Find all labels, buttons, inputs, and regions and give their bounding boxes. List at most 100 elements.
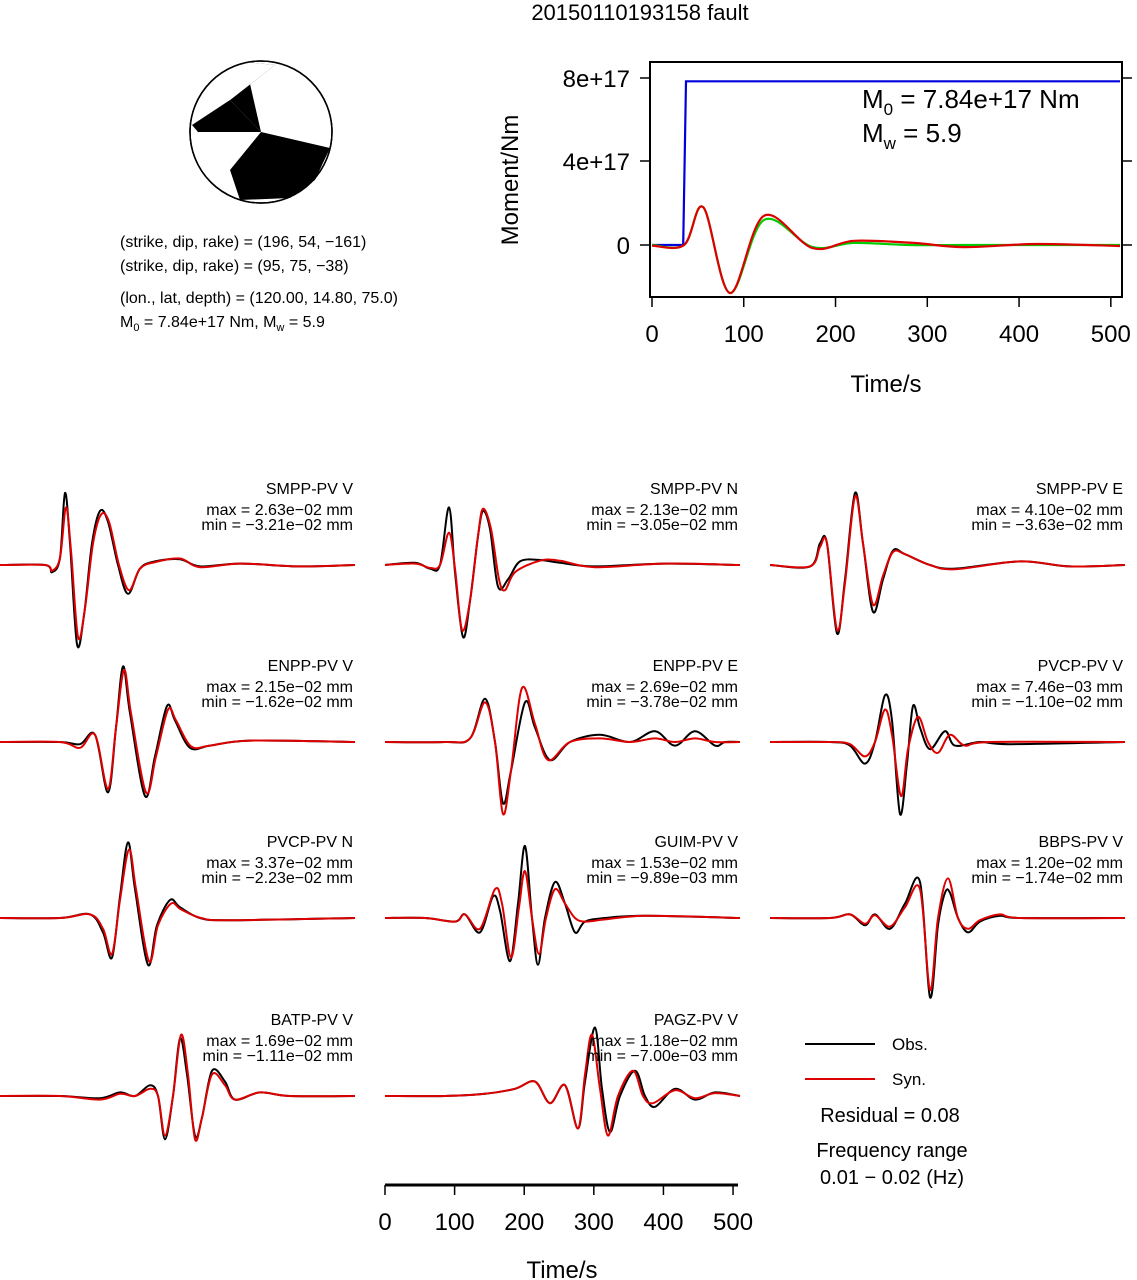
bottom-xtick-label: 300 [574,1209,614,1236]
max-amplitude-label: max = 2.63e−02 mm [206,502,353,519]
min-amplitude-label: min = −2.23e−02 mm [201,870,353,887]
moment-mw-value: 5.9 [926,118,962,148]
synthetic-trace [0,506,356,641]
moment-series-group [651,80,1121,295]
max-amplitude-label: max = 3.37e−02 mm [206,855,353,872]
bottom-xticks: 0 100 200 300 400 500 [378,1185,753,1236]
min-amplitude-label: min = −9.89e−03 mm [586,870,738,887]
min-amplitude-label: min = −1.11e−02 mm [203,1048,353,1065]
mechanism-line2: (strike, dip, rake) = (95, 75, −38) [120,258,349,275]
mechanism-line4: M0 = 7.84e+17 Nm, Mw = 5.9 [120,314,325,334]
station-label: PVCP-PV V [1038,658,1124,675]
bottom-xlabel: Time/s [526,1257,597,1280]
moment-function-line [652,80,1120,247]
station-label: PAGZ-PV V [654,1012,738,1029]
synthetic-trace [0,668,356,795]
legend-freq-range: 0.01 − 0.02 (Hz) [820,1167,964,1189]
moment-m0-value: 7.84e+17 Nm [923,84,1080,114]
station-label: GUIM-PV V [654,834,738,851]
bottom-xtick-label: 400 [643,1209,683,1236]
station-label: BATP-PV V [271,1012,354,1029]
moment-xlabel: Time/s [850,371,921,398]
max-amplitude-label: max = 1.20e−02 mm [976,855,1123,872]
station-label: PVCP-PV N [267,834,353,851]
station-label: SMPP-PV N [650,481,738,498]
synthetic-trace [384,507,741,632]
max-amplitude-label: max = 1.18e−02 mm [591,1033,738,1050]
moment-ytick-3: 0 [617,233,630,260]
max-amplitude-label: max = 4.10e−02 mm [976,502,1123,519]
max-amplitude-label: max = 1.69e−02 mm [206,1033,353,1050]
min-amplitude-label: min = −3.78e−02 mm [586,694,738,711]
figure-title: 20150110193158 fault [531,0,748,25]
synthetic-trace [384,685,741,816]
synthetic-trace [0,848,356,963]
moment-ylabel: Moment/Nm [497,115,524,246]
max-amplitude-label: max = 1.53e−02 mm [591,855,738,872]
synthetic-trace [769,877,1126,992]
bottom-xtick-label: 200 [504,1209,544,1236]
bottom-xtick-label: 500 [713,1209,753,1236]
moment-m0-annotation: M0 = 7.84e+17 Nm [862,84,1080,119]
moment-xtick-label: 500 [1091,321,1131,348]
synthetic-trace [769,708,1126,798]
moment-xtick-label: 200 [816,321,856,348]
bottom-time-axis: 0 100 200 300 400 500 Time/s [378,1183,753,1280]
bottom-xtick-label: 100 [435,1209,475,1236]
legend-syn-label: Syn. [892,1070,926,1089]
station-label: BBPS-PV V [1039,834,1124,851]
moment-xtick-label: 100 [724,321,764,348]
min-amplitude-label: min = −3.21e−02 mm [201,517,353,534]
station-label: SMPP-PV V [266,481,353,498]
max-amplitude-label: max = 2.13e−02 mm [591,502,738,519]
observed-trace [384,697,741,805]
moment-xtick-label: 400 [999,321,1039,348]
mechanism-line1: (strike, dip, rake) = (196, 54, −161) [120,234,366,251]
min-amplitude-label: min = −3.05e−02 mm [586,517,738,534]
station-label: ENPP-PV E [653,658,738,675]
moment-mw-annotation: Mw = 5.9 [862,118,962,153]
station-label: SMPP-PV E [1036,481,1123,498]
observed-trace [769,693,1126,816]
moment-ytick-2: 4e+17 [563,149,630,176]
mechanism-line3: (lon., lat, depth) = (120.00, 14.80, 75.… [120,290,398,307]
max-amplitude-label: max = 7.46e−03 mm [976,679,1123,696]
synthetic-trace [384,1033,741,1137]
mech-m0-value: 7.84e+17 Nm [158,314,255,331]
min-amplitude-label: min = −7.00e−03 mm [586,1048,738,1065]
max-amplitude-label: max = 2.15e−02 mm [206,679,353,696]
station-label: ENPP-PV V [268,658,354,675]
moment-xtick-label: 0 [645,321,658,348]
legend-obs-label: Obs. [892,1035,928,1054]
synthetic-trace [0,1033,356,1142]
moment-xtick-label: 300 [907,321,947,348]
synthetic-trace [384,870,741,959]
min-amplitude-label: min = −1.74e−02 mm [971,870,1123,887]
min-amplitude-label: min = −3.63e−02 mm [971,517,1123,534]
moment-ytick-1: 8e+17 [563,66,630,93]
focal-mechanism-beachball [189,60,333,204]
bottom-xtick-label: 0 [378,1209,391,1236]
min-amplitude-label: min = −1.62e−02 mm [201,694,353,711]
min-amplitude-label: min = −1.10e−02 mm [971,694,1123,711]
max-amplitude-label: max = 2.69e−02 mm [591,679,738,696]
stf-red-line [651,205,1121,295]
synthetic-trace [769,494,1126,632]
moment-plot-frame [649,61,1123,298]
mech-mw-value: 5.9 [303,314,325,331]
moment-xticks: 0 100 200 300 400 500 [645,297,1131,348]
legend-residual: Residual = 0.08 [820,1105,960,1127]
